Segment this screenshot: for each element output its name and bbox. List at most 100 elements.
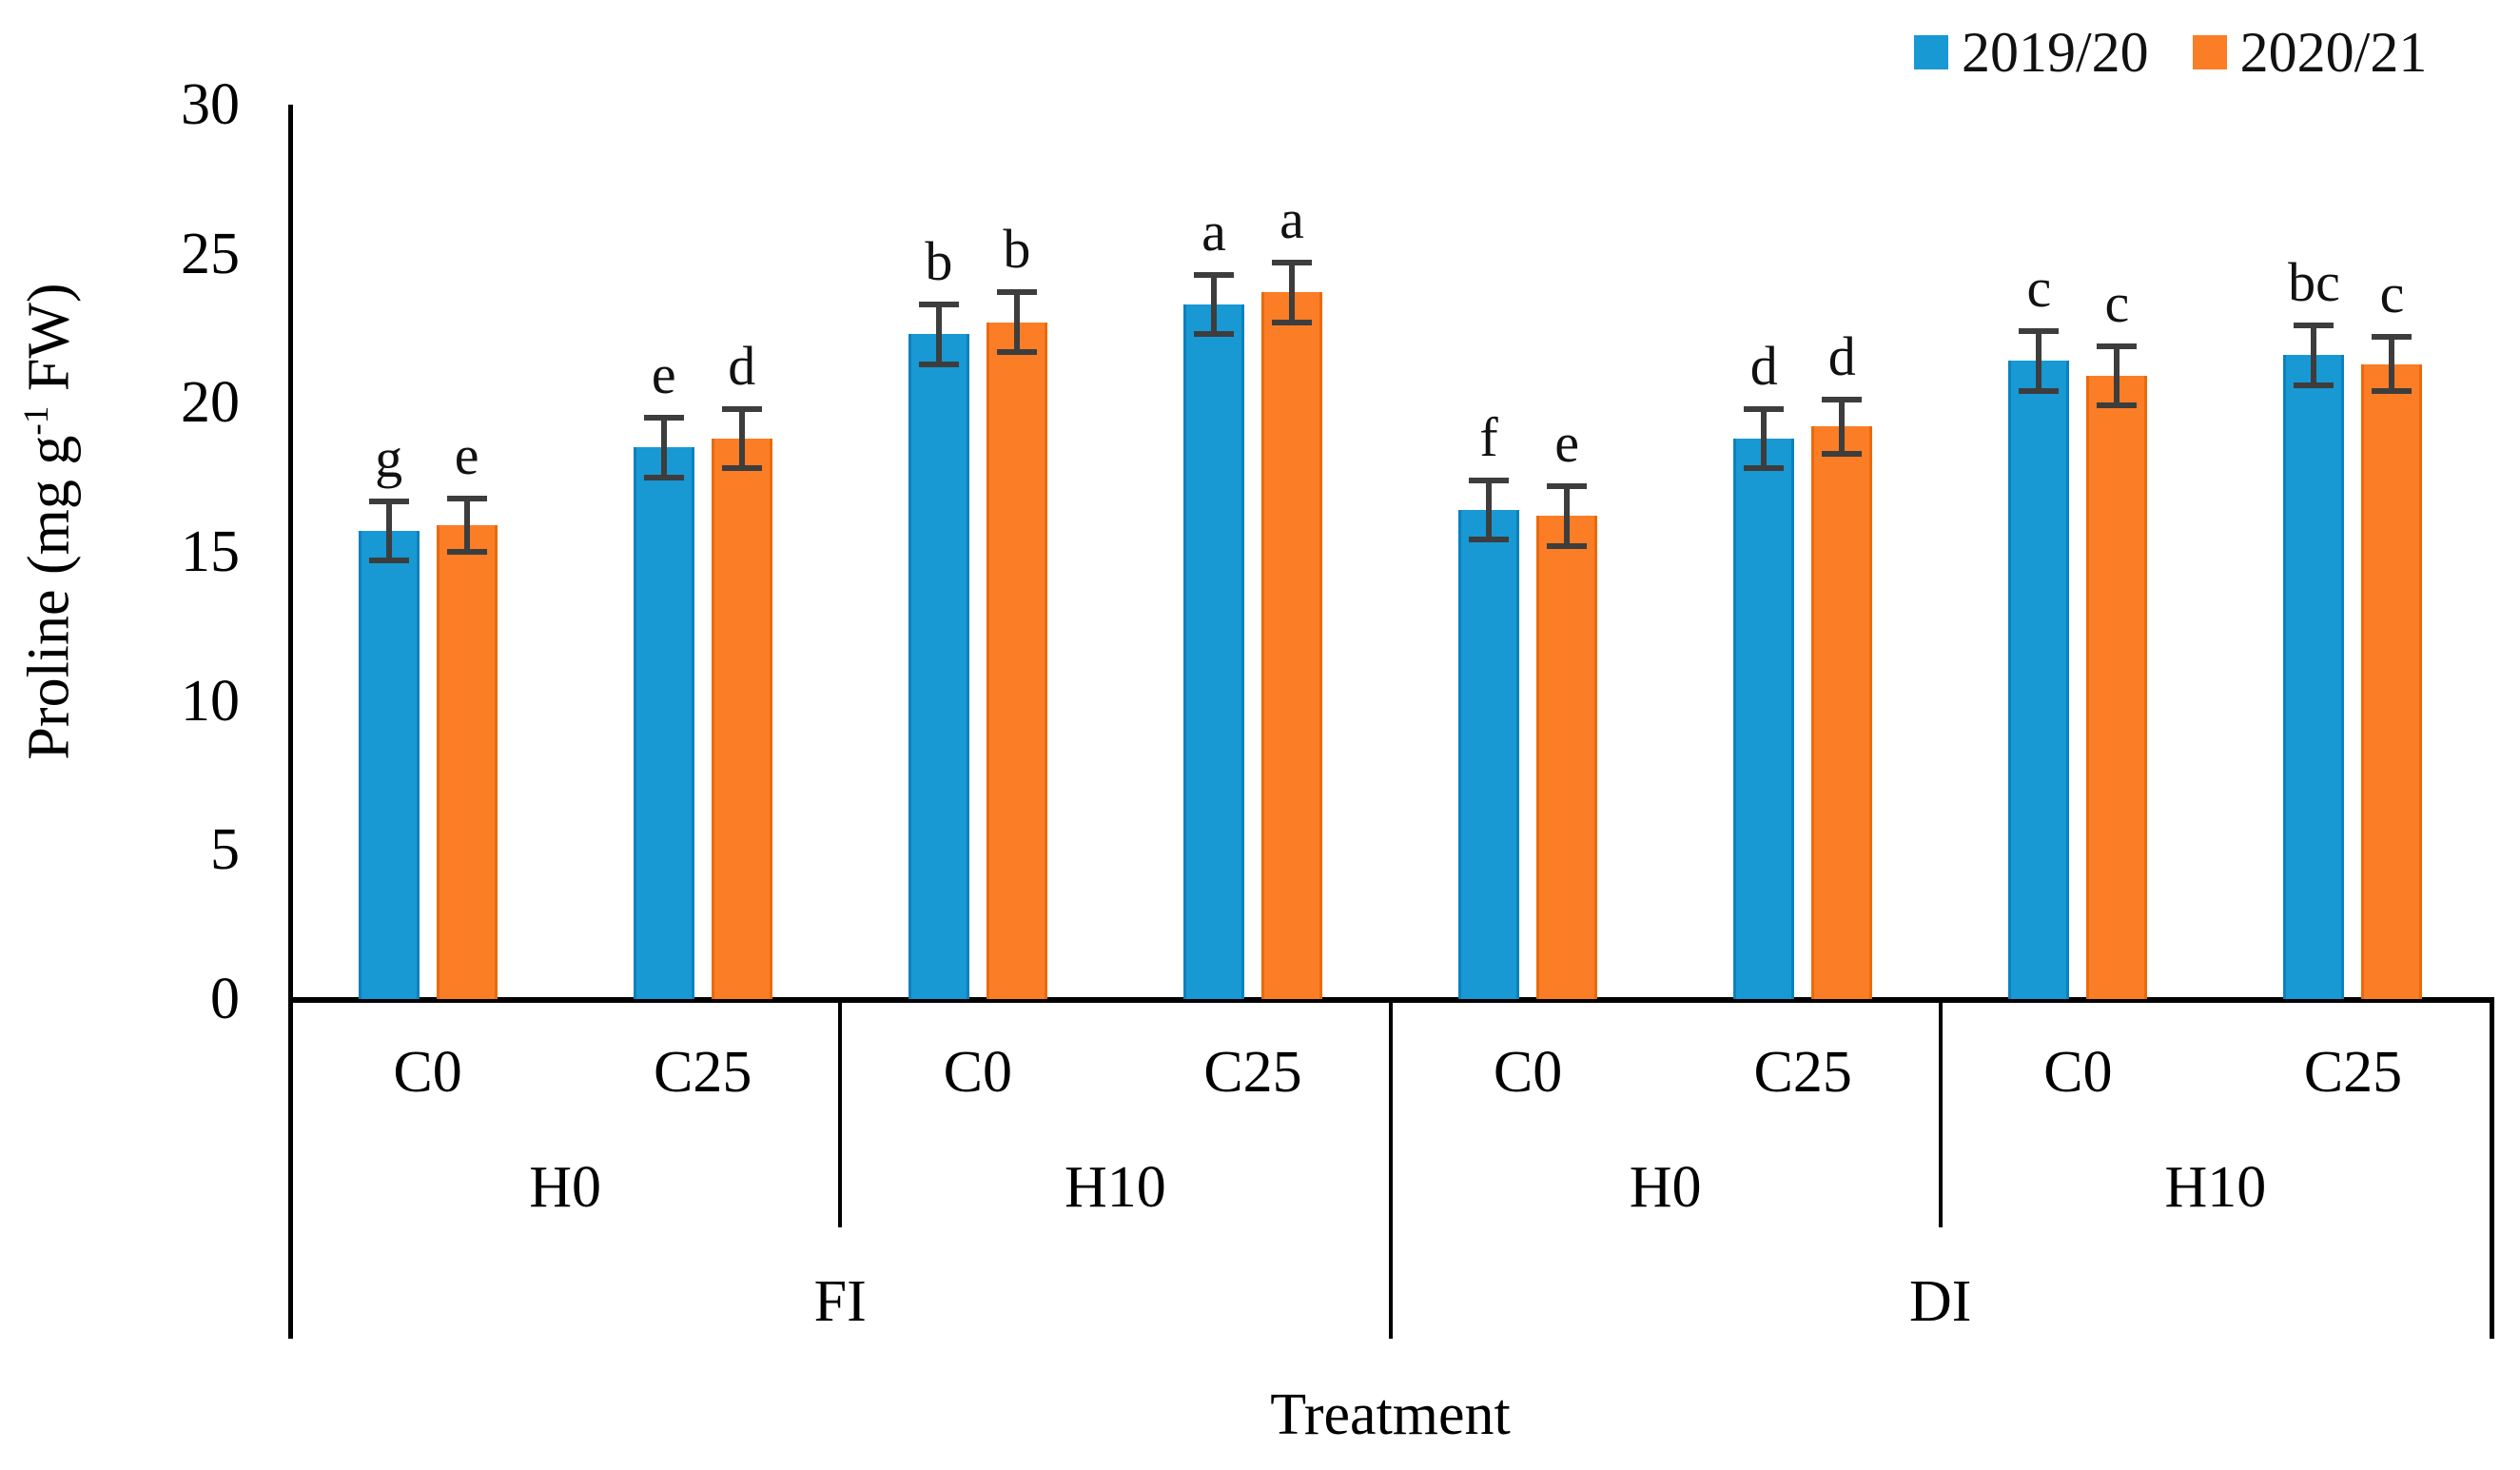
- bar-2019-20-group-4: [1458, 510, 1520, 999]
- humic-group-label: H0: [529, 1155, 602, 1220]
- error-bar-cap-top: [996, 289, 1037, 296]
- error-bar-stem: [2389, 337, 2395, 391]
- error-bar-cap-top: [1744, 405, 1785, 412]
- bar-2020-21-group-3: [1260, 292, 1322, 999]
- x-axis-title: Treatment: [1270, 1382, 1511, 1447]
- error-bar-stem: [1486, 480, 1493, 540]
- error-bar-stem: [2036, 331, 2042, 391]
- irrigation-divider-line: [1388, 999, 1393, 1339]
- category-label: C0: [1493, 1040, 1563, 1105]
- legend-item-2019-20: 2019/20: [1914, 21, 2149, 84]
- significance-letter: d: [1827, 325, 1856, 388]
- chart-legend: 2019/20 2020/21: [1914, 21, 2428, 84]
- humic-group-label: H0: [1629, 1155, 1702, 1220]
- error-bar-cap-top: [918, 301, 959, 307]
- bar-2020-21-group-4: [1536, 516, 1598, 999]
- error-bar-cap-bottom: [2294, 382, 2334, 388]
- category-label: C25: [654, 1040, 752, 1105]
- error-bar-stem: [1839, 400, 1846, 454]
- significance-letter: d: [1749, 334, 1778, 397]
- humic-group-label: H10: [2164, 1155, 2267, 1220]
- error-bar-cap-top: [1193, 271, 1234, 278]
- legend-item-2020-21: 2020/21: [2192, 21, 2428, 84]
- error-bar-stem: [463, 498, 470, 552]
- bar-2019-20-group-5: [1733, 438, 1795, 999]
- error-bar-cap-top: [2097, 343, 2138, 349]
- category-label: C0: [2043, 1040, 2113, 1105]
- irrigation-group-label: DI: [1909, 1269, 1972, 1334]
- error-bar-cap-top: [1469, 477, 1510, 483]
- error-bar-cap-top: [1547, 483, 1588, 490]
- legend-label-2019-20: 2019/20: [1962, 21, 2149, 84]
- y-tick-label: 15: [181, 519, 240, 584]
- significance-letter: c: [2379, 263, 2405, 325]
- error-bar-cap-bottom: [1193, 331, 1234, 338]
- right-boundary-line: [2490, 999, 2494, 1339]
- error-bar-cap-bottom: [643, 474, 684, 480]
- error-bar-stem: [1288, 263, 1295, 323]
- bar-2019-20-group-6: [2008, 361, 2070, 999]
- significance-letter: g: [375, 426, 403, 489]
- category-label: C0: [943, 1040, 1012, 1105]
- significance-letter: c: [2104, 271, 2130, 334]
- bar-2020-21-group-6: [2086, 376, 2148, 999]
- significance-letter: bc: [2288, 250, 2340, 313]
- error-bar-cap-bottom: [721, 465, 762, 472]
- bar-2020-21-group-7: [2361, 363, 2423, 999]
- error-bar-cap-bottom: [1822, 450, 1863, 457]
- y-axis-line: [288, 105, 293, 1339]
- error-bar-stem: [738, 408, 745, 469]
- error-bar-cap-bottom: [368, 558, 409, 564]
- bar-2019-20-group-3: [1182, 304, 1244, 999]
- significance-letter: b: [1003, 218, 1031, 281]
- error-bar-cap-top: [721, 405, 762, 412]
- y-tick-label: 30: [181, 72, 240, 137]
- legend-label-2020-21: 2020/21: [2239, 21, 2428, 84]
- irrigation-group-label: FI: [813, 1269, 867, 1334]
- y-tick-label: 20: [181, 370, 240, 436]
- error-bar-stem: [1210, 274, 1217, 335]
- error-bar-stem: [2311, 324, 2317, 385]
- error-bar-cap-bottom: [2019, 387, 2060, 394]
- error-bar-cap-bottom: [2372, 387, 2413, 394]
- bar-2020-21-group-1: [711, 438, 772, 999]
- error-bar-stem: [1564, 486, 1571, 546]
- category-label: C25: [1203, 1040, 1302, 1105]
- y-tick-label: 25: [181, 221, 240, 286]
- significance-letter: e: [651, 343, 676, 405]
- bar-2020-21-group-5: [1811, 426, 1873, 999]
- category-label: C25: [1753, 1040, 1852, 1105]
- humic-divider-line: [1938, 999, 1943, 1227]
- humic-group-label: H10: [1064, 1155, 1166, 1220]
- error-bar-cap-bottom: [1547, 542, 1588, 549]
- significance-letter: e: [454, 423, 479, 486]
- error-bar-cap-bottom: [2097, 402, 2138, 409]
- significance-letter: b: [925, 229, 953, 292]
- significance-letter: a: [1201, 200, 1226, 263]
- error-bar-cap-top: [1271, 260, 1312, 266]
- bar-2020-21-group-2: [986, 322, 1047, 999]
- significance-letter: f: [1479, 405, 1498, 468]
- error-bar-cap-bottom: [1469, 537, 1510, 543]
- error-bar-cap-top: [1822, 397, 1863, 403]
- error-bar-cap-bottom: [446, 549, 487, 555]
- error-bar-cap-bottom: [996, 349, 1037, 356]
- significance-letter: a: [1280, 188, 1304, 251]
- significance-letter: d: [728, 334, 756, 397]
- error-bar-cap-top: [2294, 322, 2334, 328]
- error-bar-cap-bottom: [1744, 465, 1785, 472]
- category-label: C25: [2303, 1040, 2403, 1105]
- y-tick-label: 5: [210, 817, 240, 883]
- error-bar-stem: [660, 418, 667, 478]
- error-bar-cap-bottom: [1271, 319, 1312, 325]
- category-label: C0: [393, 1040, 462, 1105]
- error-bar-stem: [385, 500, 392, 561]
- legend-swatch-2019-20-icon: [1914, 35, 1948, 69]
- bar-2019-20-group-2: [908, 334, 969, 999]
- bar-2020-21-group-0: [436, 524, 498, 999]
- significance-letter: c: [2026, 257, 2052, 320]
- error-bar-cap-top: [2019, 328, 2060, 335]
- error-bar-stem: [1013, 292, 1020, 353]
- error-bar-stem: [1761, 408, 1768, 469]
